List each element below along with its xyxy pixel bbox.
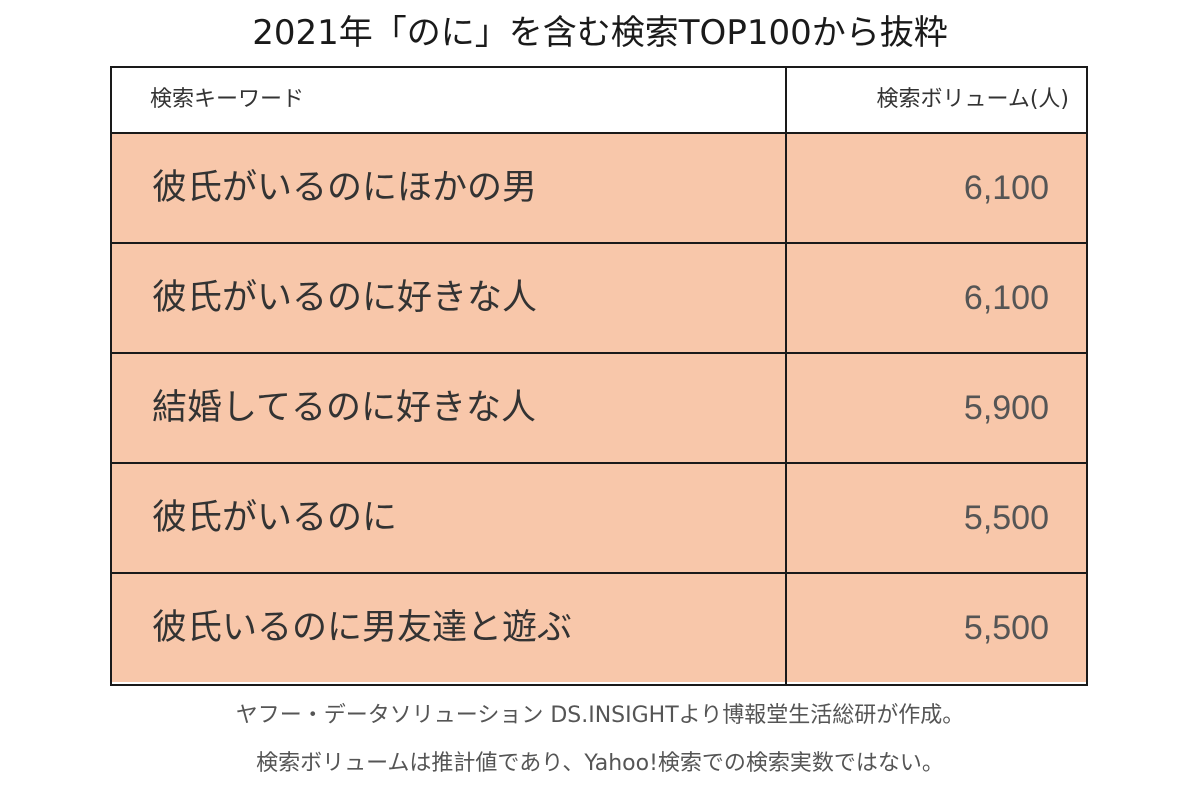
keyword-cell: 彼氏がいるのにほかの男 (152, 168, 538, 208)
volume-cell: 5,500 (963, 609, 1049, 647)
volume-cell: 5,500 (963, 499, 1049, 537)
search-volume-table: 検索キーワード 検索ボリューム(人) 彼氏がいるのにほかの男 6,100 彼氏が… (110, 66, 1088, 686)
column-header-volume: 検索ボリューム(人) (876, 87, 1069, 112)
table-header-row: 検索キーワード 検索ボリューム(人) (112, 68, 1086, 134)
keyword-cell: 彼氏いるのに男友達と遊ぶ (152, 608, 573, 648)
volume-cell: 6,100 (963, 279, 1049, 317)
table-body: 彼氏がいるのにほかの男 6,100 彼氏がいるのに好きな人 6,100 結婚して… (112, 134, 1086, 682)
table-row: 彼氏がいるのに 5,500 (112, 464, 1086, 574)
table-row: 結婚してるのに好きな人 5,900 (112, 354, 1086, 464)
column-header-keyword: 検索キーワード (150, 87, 305, 112)
disclaimer-note: 検索ボリュームは推計値であり、Yahoo!検索での検索実数ではない。 (256, 751, 944, 776)
table-row: 彼氏いるのに男友達と遊ぶ 5,500 (112, 574, 1086, 682)
table-row: 彼氏がいるのに好きな人 6,100 (112, 244, 1086, 354)
source-note: ヤフー・データソリューション DS.INSIGHTより博報堂生活総研が作成。 (235, 703, 965, 728)
keyword-cell: 結婚してるのに好きな人 (152, 388, 536, 428)
table-row: 彼氏がいるのにほかの男 6,100 (112, 134, 1086, 244)
volume-cell: 6,100 (963, 169, 1049, 207)
keyword-cell: 彼氏がいるのに好きな人 (152, 278, 538, 318)
column-divider (785, 68, 787, 684)
keyword-cell: 彼氏がいるのに (152, 498, 398, 538)
volume-cell: 5,900 (963, 389, 1049, 427)
chart-title: 2021年「のに」を含む検索TOP100から抜粋 (252, 13, 948, 53)
